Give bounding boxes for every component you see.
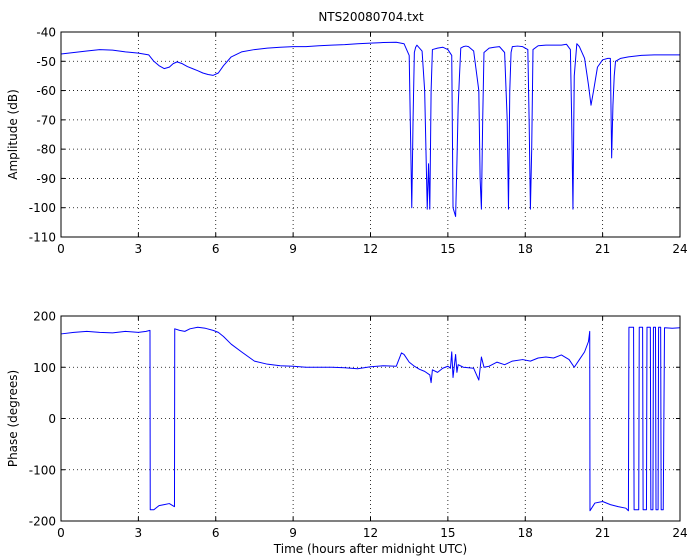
- amplitude-x-tick-label: 9: [289, 242, 297, 256]
- phase-y-tick-label: 200: [33, 310, 56, 324]
- amplitude-y-tick-label: -50: [36, 55, 56, 69]
- amplitude-y-tick-label: -40: [36, 26, 56, 40]
- phase-axis-ticks: 0 3 6 9 12 15 18 21 24 -200 -100 0 100 200: [29, 310, 688, 541]
- phase-y-tick-label: -200: [29, 515, 56, 529]
- amplitude-x-tick-label: 18: [518, 242, 533, 256]
- amplitude-axis-ticks: 0 3 6 9 12 15 18 21 24 -110 -100 -90 -80 -70 -60 -50 -40: [29, 26, 688, 257]
- phase-plot: 0 3 6 9 12 15 18 21 24 -200 -100 0 100 200 Phase (deg…: [6, 310, 688, 557]
- phase-x-tick-label: 12: [363, 526, 378, 540]
- amplitude-y-tick-label: -110: [29, 231, 56, 245]
- amplitude-y-tick-label: -70: [36, 113, 56, 127]
- amplitude-x-tick-label: 15: [440, 242, 455, 256]
- amplitude-plot-border: [60, 31, 681, 238]
- phase-x-tick-label: 18: [518, 526, 533, 540]
- phase-y-tick-label: 0: [48, 412, 56, 426]
- phase-x-tick-label: 3: [135, 526, 143, 540]
- amplitude-x-tick-label: 6: [212, 242, 220, 256]
- phase-plot-area: [60, 315, 681, 522]
- phase-x-tick-label: 15: [440, 526, 455, 540]
- phase-x-tick-label: 21: [595, 526, 610, 540]
- amplitude-x-tick-label: 0: [57, 242, 65, 256]
- amplitude-series-line: [60, 41, 680, 217]
- phase-y-tick-label: 100: [33, 361, 56, 375]
- amplitude-y-tick-label: -90: [36, 172, 56, 186]
- amplitude-x-tick-label: 3: [135, 242, 143, 256]
- amplitude-x-tick-label: 24: [672, 242, 687, 256]
- chart-title: NTS20080704.txt: [318, 10, 424, 24]
- amplitude-y-tick-label: -60: [36, 84, 56, 98]
- amplitude-x-tick-label: 12: [363, 242, 378, 256]
- phase-x-tick-label: 0: [57, 526, 65, 540]
- phase-x-axis-label: Time (hours after midnight UTC): [273, 542, 467, 556]
- amplitude-plot-area: [60, 31, 681, 238]
- phase-series-line: [60, 326, 681, 512]
- phase-plot-border: [60, 315, 681, 522]
- amplitude-y-axis-label: Amplitude (dB): [6, 89, 20, 180]
- phase-x-tick-label: 24: [672, 526, 687, 540]
- phase-y-axis-label: Phase (degrees): [6, 370, 20, 467]
- amplitude-y-tick-label: -80: [36, 143, 56, 157]
- amplitude-y-tick-label: -100: [29, 201, 56, 215]
- amplitude-x-tick-label: 21: [595, 242, 610, 256]
- phase-x-tick-label: 9: [289, 526, 297, 540]
- phase-y-tick-label: -100: [29, 463, 56, 477]
- amplitude-plot: 0 3 6 9 12 15 18 21 24 -110 -100 -90 -80 -70 -60 -50 -40…: [6, 26, 688, 257]
- phase-x-tick-label: 6: [212, 526, 220, 540]
